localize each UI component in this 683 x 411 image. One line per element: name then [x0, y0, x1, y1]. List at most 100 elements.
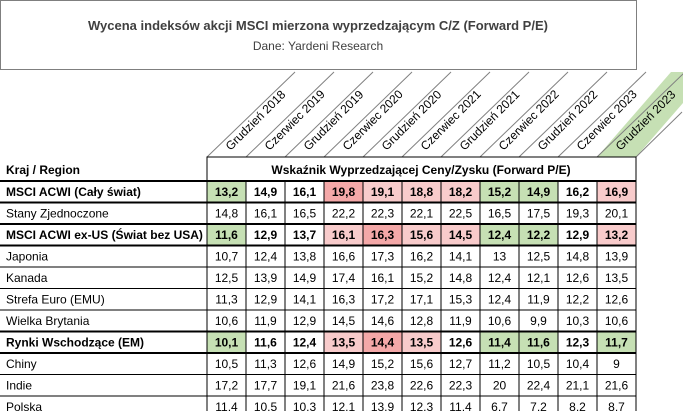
row-label: Rynki Wschodzące (EM) — [6, 336, 144, 350]
table-cell-value: 12,4 — [488, 271, 512, 285]
table-cell-value: 16,1 — [293, 185, 317, 199]
table-cell-value: 11,3 — [215, 293, 238, 307]
table-cell-value: 17,5 — [527, 207, 551, 221]
cell-highlight — [402, 224, 441, 246]
table-cell-value: 14,9 — [332, 357, 356, 371]
cell-highlight — [402, 331, 441, 353]
table-cell-value: 13,9 — [371, 400, 395, 411]
table-cell-value: 18,2 — [449, 185, 473, 199]
row-label: Japonia — [6, 250, 48, 264]
table-cell-value: 12,9 — [566, 228, 590, 242]
table-cell-value: 23,8 — [371, 379, 395, 393]
title-box — [0, 0, 637, 70]
table-cell-value: 10,3 — [293, 400, 317, 411]
chart-subtitle: Dane: Yardeni Research — [253, 39, 383, 53]
table-cell-value: 15,2 — [410, 271, 434, 285]
table-cell-value: 11,6 — [254, 336, 277, 350]
table-cell-value: 10,5 — [527, 357, 551, 371]
column-header-divider — [245, 71, 335, 158]
table-cell-value: 14,5 — [449, 228, 473, 242]
table-cell-value: 9 — [613, 357, 620, 371]
table-cell-value: 17,7 — [254, 379, 278, 393]
table-cell-value: 12,2 — [566, 293, 590, 307]
table-cell-value: 12,2 — [527, 228, 551, 242]
column-header-divider — [596, 73, 683, 158]
table-cell-value: 16,3 — [371, 228, 395, 242]
table-cell-value: 10,1 — [215, 336, 239, 350]
row-label: Wielka Brytania — [6, 314, 90, 328]
table-cell-value: 20,1 — [605, 207, 629, 221]
column-header-divider — [206, 71, 296, 158]
table-cell-value: 12,6 — [566, 271, 590, 285]
row-label: Polska — [6, 400, 42, 411]
row-label: Indie — [6, 379, 32, 393]
cell-highlight — [207, 224, 246, 246]
table-cell-value: 12,5 — [215, 271, 239, 285]
table-cell-value: 22,1 — [410, 207, 434, 221]
table-cell-value: 13,5 — [332, 336, 356, 350]
table-cell-value: 13,9 — [254, 271, 278, 285]
table-cell-value: 10,6 — [605, 314, 629, 328]
table-cell-value: 16,9 — [605, 185, 629, 199]
table-cell-value: 22,6 — [410, 379, 434, 393]
table-cell-value: 10,6 — [488, 314, 512, 328]
table-cell-value: 16,2 — [410, 250, 434, 264]
table-cell-value: 15,6 — [410, 228, 434, 242]
table-cell-value: 11,9 — [254, 314, 277, 328]
column-header-divider — [401, 71, 491, 158]
cell-highlight — [363, 181, 402, 203]
table-cell-value: 12,3 — [410, 400, 434, 411]
table-cell-value: 14,1 — [449, 250, 473, 264]
table-cell-value: 15,2 — [488, 185, 512, 199]
table-cell-value: 12,9 — [254, 228, 278, 242]
chart-title: Wycena indeksów akcji MSCI mierzona wypr… — [88, 18, 548, 33]
table-cell-value: 12,7 — [449, 357, 473, 371]
table-cell-value: 21,1 — [566, 379, 590, 393]
table-cell-value: 22,3 — [371, 207, 395, 221]
table-cell-value: 11,7 — [605, 336, 628, 350]
table-cell-value: 14,8 — [449, 271, 473, 285]
cell-highlight — [519, 331, 558, 353]
table-cell-value: 17,2 — [371, 293, 395, 307]
table-cell-value: 19,1 — [371, 185, 395, 199]
cell-highlight — [324, 181, 363, 203]
table-cell-value: 13,5 — [605, 271, 629, 285]
table-cell-value: 11,4 — [488, 336, 511, 350]
row-label: Stany Zjednoczone — [6, 207, 109, 221]
table-cell-value: 15,2 — [371, 357, 395, 371]
table-cell-value: 19,8 — [332, 185, 356, 199]
cell-highlight — [207, 331, 246, 353]
table-cell-value: 11,6 — [527, 336, 550, 350]
table-cell-value: 10,5 — [254, 400, 278, 411]
cell-highlight — [441, 224, 480, 246]
table-cell-value: 10,3 — [566, 314, 590, 328]
table-cell-value: 22,5 — [449, 207, 473, 221]
table-cell-value: 22,2 — [332, 207, 356, 221]
cell-highlight — [519, 181, 558, 203]
cell-highlight — [480, 331, 519, 353]
table-cell-value: 8,2 — [569, 400, 586, 411]
cell-highlight — [324, 331, 363, 353]
cell-highlight — [597, 224, 636, 246]
table-cell-value: 12,6 — [605, 293, 629, 307]
table-cell-value: 12,4 — [488, 228, 512, 242]
table-cell-value: 13,7 — [293, 228, 317, 242]
table-cell-value: 10,4 — [566, 357, 590, 371]
table-cell-value: 19,3 — [566, 207, 590, 221]
row-label: MSCI ACWI ex-US (Świat bez USA) — [6, 227, 203, 242]
table-cell-value: 17,3 — [371, 250, 395, 264]
table-cell-value: 16,5 — [488, 207, 512, 221]
table-cell-value: 21,6 — [332, 379, 356, 393]
table-cell-value: 12,9 — [254, 293, 278, 307]
table-cell-value: 13,8 — [293, 250, 317, 264]
table-cell-value: 7,2 — [530, 400, 547, 411]
cell-highlight — [402, 181, 441, 203]
column-header-divider — [557, 71, 647, 158]
table-cell-value: 13,2 — [215, 185, 239, 199]
cell-highlight — [363, 331, 402, 353]
table-cell-value: 11,9 — [527, 293, 550, 307]
cell-highlight — [597, 181, 636, 203]
table-cell-value: 21,6 — [605, 379, 629, 393]
